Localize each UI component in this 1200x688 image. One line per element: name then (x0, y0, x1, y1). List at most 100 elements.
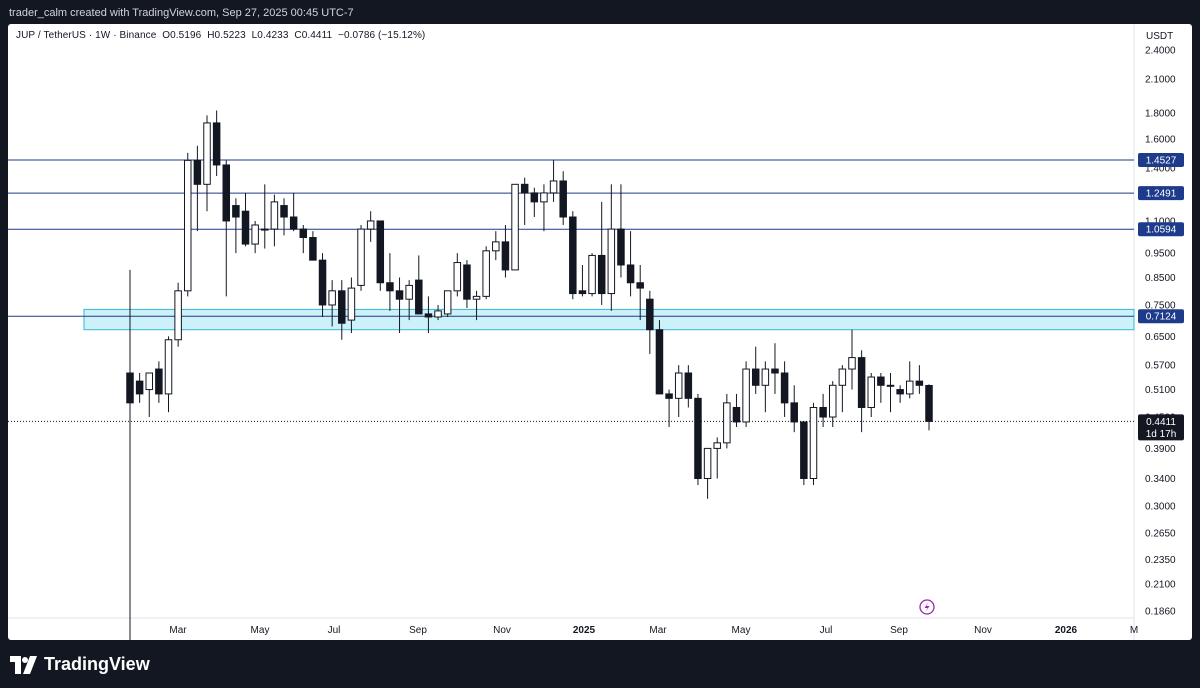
level-price-tag (1138, 309, 1184, 324)
y-tick-label: 0.2100 (1145, 580, 1176, 591)
chart-frame[interactable]: USDT2.40002.10001.80001.60001.40001.2500… (8, 24, 1192, 640)
candle-body (530, 192, 539, 203)
candle-body (309, 237, 317, 261)
candle-body (549, 180, 558, 194)
candle-body (501, 241, 510, 271)
candle-body (126, 372, 134, 404)
change-value: −0.0786 (−15.12%) (338, 30, 426, 41)
candle-body (212, 122, 221, 166)
candle-body (886, 384, 895, 387)
candle-body (443, 290, 452, 315)
candle-body (280, 205, 288, 218)
y-tick-label: 1.8000 (1145, 108, 1176, 119)
candle-body (771, 368, 779, 374)
y-tick-label: 0.2350 (1145, 555, 1176, 566)
candle-body (665, 393, 673, 399)
candle-body (232, 205, 240, 218)
candle-body (193, 159, 202, 185)
x-tick-label: Sep (409, 625, 427, 636)
y-tick-label: 0.8500 (1145, 273, 1176, 284)
x-tick-label: Nov (493, 625, 511, 636)
candle-body (828, 384, 837, 418)
y-tick-label: 0.3400 (1145, 474, 1176, 485)
candle-body (145, 372, 154, 391)
open-value: O0.5196 (162, 30, 202, 41)
candle-body (790, 402, 798, 423)
y-tick-label: 1.1000 (1145, 216, 1176, 227)
candle-body (569, 216, 577, 295)
candle-body (636, 282, 644, 289)
y-tick-label: 0.2650 (1145, 529, 1176, 540)
candle-body (925, 384, 933, 422)
level-price-tag (1138, 222, 1184, 237)
candle-body (434, 310, 442, 318)
x-tick-label: Jul (328, 625, 341, 636)
candle-body (751, 368, 760, 386)
candle-body (338, 290, 346, 324)
candle-body (415, 279, 423, 315)
candle-body (289, 216, 298, 230)
candle-body (511, 183, 519, 271)
candle-body (578, 290, 587, 295)
candle-body (241, 210, 250, 245)
candle-body (877, 376, 885, 386)
candle-body (453, 262, 462, 292)
lightning-icon (919, 599, 935, 615)
level-price-label: 1.4527 (1146, 155, 1177, 166)
candle-body (347, 287, 356, 321)
y-tick-label: 0.5100 (1145, 385, 1176, 396)
candle-body (607, 228, 616, 295)
candlestick-chart[interactable]: USDT2.40002.10001.80001.60001.40001.2500… (8, 24, 1192, 640)
level-price-label: 1.2491 (1146, 189, 1177, 200)
y-tick-label: 1.6000 (1145, 134, 1176, 145)
candle-body (155, 368, 163, 395)
candle-body (761, 368, 770, 386)
tradingview-logo-icon (10, 655, 37, 674)
candle-body (597, 254, 606, 295)
x-tick-label: May (251, 625, 270, 636)
candle-body (482, 250, 490, 297)
candle-body (800, 421, 808, 479)
x-tick-label: Sep (890, 625, 908, 636)
candle-body (270, 201, 279, 230)
candle-body (251, 224, 259, 245)
candle-body (328, 290, 336, 306)
bar-countdown-label: 1d 17h (1146, 429, 1177, 440)
y-tick-label: 0.3000 (1145, 501, 1176, 512)
symbol-label: JUP / TetherUS · 1W · Binance (16, 30, 157, 41)
candle-body (184, 159, 192, 292)
candle-body (492, 241, 500, 252)
candle-body (867, 376, 875, 408)
candle-body (646, 298, 654, 331)
lightning-bolt (924, 602, 930, 612)
candle-body (520, 183, 529, 194)
candle-body (395, 290, 404, 300)
candle-body (713, 442, 721, 449)
candle-body (838, 368, 847, 386)
x-tick-label: Jul (820, 625, 833, 636)
candle-body (626, 264, 635, 284)
candle-body (732, 406, 741, 423)
y-tick-label: 0.7500 (1145, 300, 1176, 311)
candle-body (463, 264, 471, 300)
candle-body (203, 122, 211, 185)
attribution-bar: trader_calm created with TradingView.com… (0, 0, 1200, 24)
candle-body (472, 295, 481, 300)
candle-body (809, 406, 818, 479)
candle-body (405, 284, 413, 300)
candle-body (164, 339, 173, 395)
y-tick-label: 0.1860 (1145, 606, 1176, 617)
candle-body (588, 254, 596, 295)
y-tick-label: 0.5700 (1145, 361, 1176, 372)
y-tick-label: 1.4000 (1145, 164, 1176, 175)
x-tick-label: M (1130, 625, 1138, 636)
candle-body (366, 220, 375, 230)
candle-body (703, 447, 712, 479)
y-tick-label: 0.9500 (1145, 249, 1176, 260)
candle-body (386, 282, 394, 292)
candle-body (819, 406, 827, 418)
candle-body (742, 368, 750, 423)
candle-body (222, 164, 231, 222)
candle-body (540, 192, 548, 203)
candle-body (723, 402, 731, 444)
